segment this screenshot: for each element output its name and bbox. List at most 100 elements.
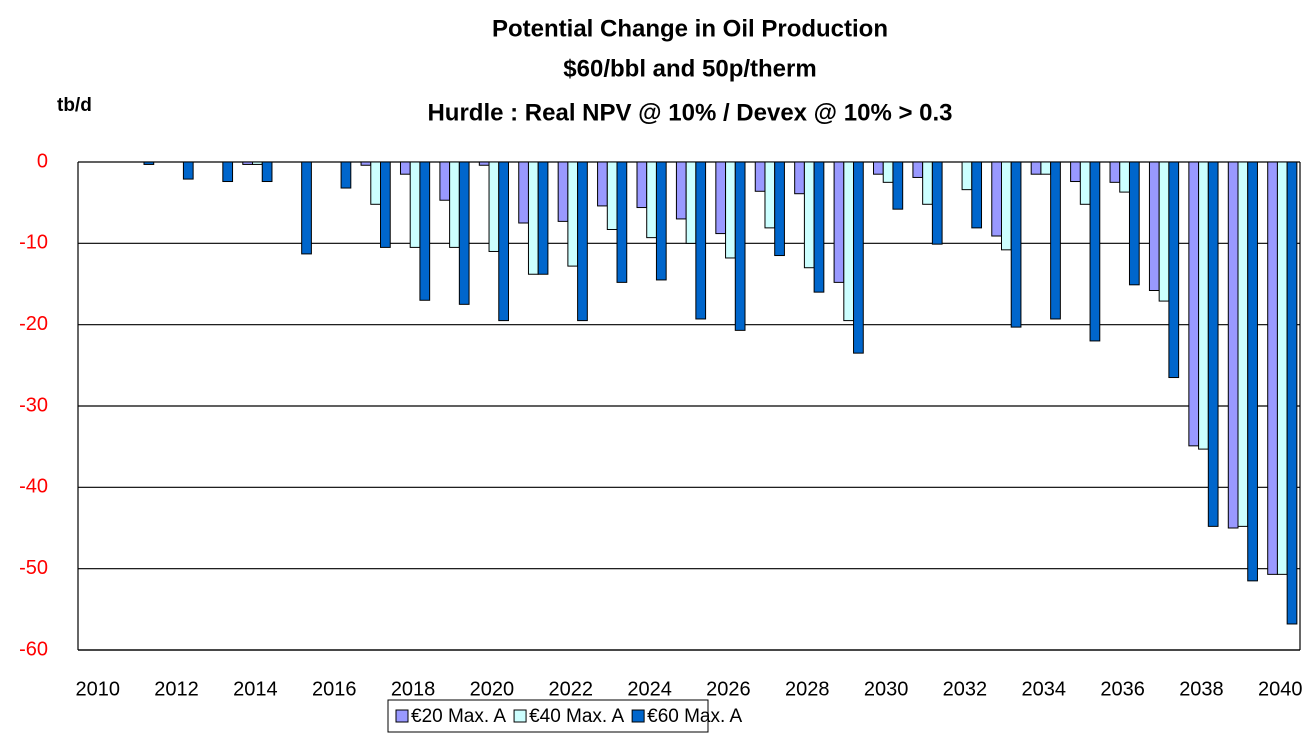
bar [1237,161,1249,527]
bar [1000,161,1012,251]
x-tick-label: 2030 [864,678,909,700]
y-tick-label: -20 [19,313,48,335]
bar [1089,161,1101,342]
legend-swatch [395,709,409,723]
x-tick-label: 2010 [75,678,120,700]
chart-title: $60/bbl and 50p/therm [563,55,816,82]
bar [961,161,973,191]
x-tick-label: 2040 [1258,678,1303,700]
bar [1030,161,1042,175]
legend-label: €60 Max. A [647,706,742,727]
bar [636,161,648,209]
bar [754,161,766,192]
bar [537,161,549,275]
bar [1070,161,1081,183]
x-tick-label: 2018 [391,678,436,700]
bar [1247,161,1258,582]
bar [143,161,155,165]
bar [518,161,529,224]
bar [774,161,785,257]
bar [734,161,746,331]
bar [685,161,697,244]
y-tick-label: -50 [19,557,48,579]
bar [764,161,776,229]
bar [715,161,727,235]
bar [655,161,667,281]
bar [261,161,273,183]
x-tick-label: 2024 [627,678,672,700]
legend-label: €20 Max. A [411,706,506,727]
x-tick-label: 2034 [1022,678,1067,700]
bar [931,161,943,245]
bar [409,161,421,248]
chart-title: Potential Change in Oil Production [492,15,888,42]
bar [567,161,579,267]
bar [360,161,372,166]
bar [843,161,855,322]
bar [1119,161,1130,193]
x-tick-label: 2036 [1100,678,1145,700]
x-tick-label: 2022 [548,678,593,700]
bar [1227,161,1239,529]
bar [449,161,460,248]
bar [616,161,628,283]
legend-swatch [513,709,527,723]
bar [1010,161,1022,328]
bar [882,161,894,183]
y-tick-label: -60 [19,638,48,660]
bar [458,161,470,305]
bar [597,161,608,207]
bar [1079,161,1091,205]
bar [922,161,933,205]
bar [833,161,845,283]
bar [439,161,451,201]
bar [794,161,805,195]
bar [1267,161,1278,575]
bar [1286,161,1298,625]
bar [1148,161,1160,292]
bar [892,161,904,210]
bar [1050,161,1061,320]
bar [419,161,431,301]
bar [873,161,884,175]
bar [1198,161,1209,450]
legend-box [387,699,709,733]
bar [1168,161,1180,379]
bar [675,161,687,220]
bar [242,161,254,165]
y-tick-label: -30 [19,394,48,416]
bar [340,161,352,189]
bar [527,161,539,275]
bar [971,161,983,229]
bar [725,161,736,259]
bar [498,161,509,322]
bar [182,161,194,180]
bar [488,161,500,252]
bar [1109,161,1121,183]
x-tick-label: 2038 [1179,678,1224,700]
y-axis-label: tb/d [57,95,92,116]
bar [577,161,588,322]
x-tick-label: 2026 [706,678,751,700]
bar [222,161,234,183]
bar [252,161,263,165]
x-tick-label: 2014 [233,678,278,700]
bar [399,161,411,175]
bar [853,161,864,354]
bar [646,161,657,239]
bar [478,161,490,166]
x-tick-label: 2016 [312,678,357,700]
bar [1207,161,1219,527]
y-tick-label: -10 [19,232,48,254]
bar [1040,161,1052,175]
bar [991,161,1002,237]
x-tick-label: 2012 [154,678,199,700]
bar [1276,161,1288,575]
bar [301,161,312,255]
bar [803,161,815,269]
bar [370,161,382,205]
legend-swatch [631,709,645,723]
y-tick-label: -40 [19,476,48,498]
